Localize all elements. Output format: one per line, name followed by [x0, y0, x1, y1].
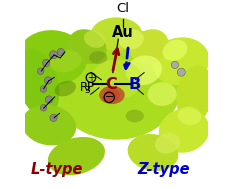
Text: L-type: L-type — [31, 162, 83, 177]
Circle shape — [38, 68, 44, 74]
Text: R: R — [80, 81, 88, 94]
Ellipse shape — [163, 40, 187, 61]
Circle shape — [40, 86, 47, 92]
Circle shape — [40, 105, 47, 111]
Circle shape — [50, 114, 57, 122]
Ellipse shape — [49, 50, 82, 72]
Text: Z-type: Z-type — [138, 162, 190, 177]
Text: 3: 3 — [84, 86, 90, 94]
Ellipse shape — [89, 51, 107, 64]
Ellipse shape — [118, 29, 144, 50]
Ellipse shape — [55, 81, 76, 96]
Ellipse shape — [18, 30, 87, 85]
Text: P: P — [87, 81, 94, 94]
Ellipse shape — [176, 65, 214, 123]
Text: +: + — [87, 73, 95, 83]
Circle shape — [45, 96, 53, 103]
Text: −: − — [105, 92, 114, 102]
Ellipse shape — [147, 82, 177, 106]
Circle shape — [45, 77, 52, 84]
Ellipse shape — [91, 17, 142, 50]
Ellipse shape — [99, 86, 125, 104]
Circle shape — [43, 59, 50, 67]
Text: Au: Au — [112, 26, 134, 40]
Ellipse shape — [178, 107, 201, 125]
Circle shape — [171, 61, 178, 69]
Ellipse shape — [48, 137, 105, 175]
Ellipse shape — [51, 26, 182, 140]
Ellipse shape — [155, 133, 180, 154]
Ellipse shape — [22, 105, 76, 146]
Ellipse shape — [159, 108, 209, 153]
Ellipse shape — [151, 37, 209, 85]
Ellipse shape — [126, 55, 162, 85]
Ellipse shape — [104, 89, 120, 101]
Ellipse shape — [84, 31, 105, 48]
Text: C: C — [105, 77, 116, 91]
Text: B: B — [128, 77, 140, 91]
Ellipse shape — [126, 110, 144, 122]
Ellipse shape — [68, 29, 106, 64]
Circle shape — [49, 51, 58, 59]
Circle shape — [177, 68, 185, 76]
Ellipse shape — [17, 49, 59, 117]
Circle shape — [57, 48, 65, 56]
Ellipse shape — [128, 134, 178, 171]
Text: Cl: Cl — [116, 2, 129, 15]
Ellipse shape — [130, 29, 169, 64]
Ellipse shape — [91, 59, 142, 100]
